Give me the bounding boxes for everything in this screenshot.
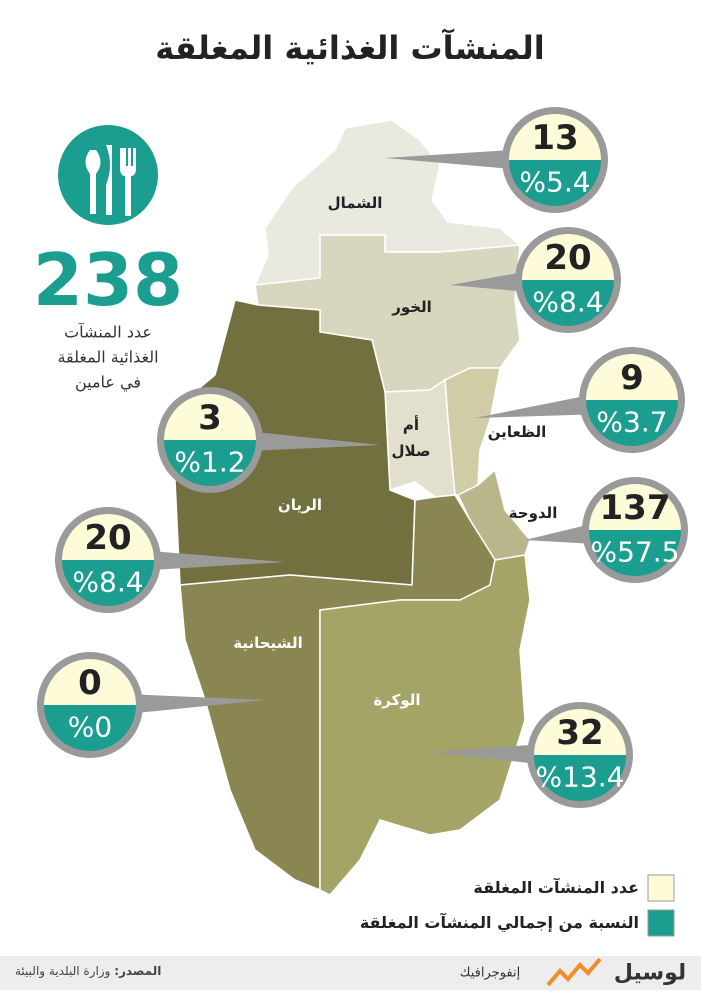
count: 20	[84, 518, 132, 558]
count: 20	[544, 238, 592, 278]
bubble-top	[164, 394, 256, 440]
bubble-bottom	[62, 560, 154, 606]
bubble-top	[509, 114, 601, 160]
brand: لوسيل	[613, 960, 687, 986]
percent: %3.7	[596, 405, 668, 439]
source-label: المصدر:	[114, 964, 162, 978]
count: 137	[599, 488, 671, 528]
region-label: الوكرة	[373, 691, 421, 709]
bubble-top	[586, 354, 678, 400]
bubble-bottom	[509, 160, 601, 206]
bubble-bottom	[589, 530, 681, 576]
bubble-top	[534, 709, 626, 755]
percent: %8.4	[532, 285, 604, 319]
percent: %8.4	[72, 565, 144, 599]
section: إنفوجرافيك	[459, 965, 521, 981]
bubble-bottom	[586, 400, 678, 446]
bubble-bottom	[164, 440, 256, 486]
legend-swatch	[647, 874, 675, 902]
footer-bar	[0, 956, 701, 990]
legend-label: النسبة من إجمالي المنشآت المغلقة	[359, 913, 639, 932]
bubble-bottom	[522, 280, 614, 326]
icon	[58, 125, 158, 225]
pointer	[259, 432, 380, 451]
region-label: أم صلال	[391, 416, 431, 460]
count: 13	[531, 118, 579, 158]
pointer	[157, 551, 285, 570]
legend-swatch	[647, 909, 675, 937]
region-label: الشيحانية	[233, 634, 303, 652]
pointer	[475, 396, 584, 418]
total-caption: في عامين	[74, 372, 142, 392]
bubble-top	[62, 514, 154, 560]
percent: %5.4	[519, 165, 591, 199]
title: المنشآت الغذائية المغلقة	[155, 29, 545, 67]
pointer	[525, 525, 587, 544]
bubble-bottom	[44, 705, 136, 751]
percent: %0	[67, 710, 113, 744]
pointer	[450, 273, 519, 292]
legend-label: عدد المنشآت المغلقة	[473, 878, 639, 897]
percent: %57.5	[590, 535, 680, 569]
bubble-top	[589, 484, 681, 530]
pointer	[139, 694, 265, 713]
region-label: الدوحة	[508, 504, 558, 522]
bubble-top	[522, 234, 614, 280]
percent: %1.2	[174, 445, 246, 479]
bubble-top	[44, 659, 136, 705]
region-label: الظعاين	[487, 423, 547, 441]
percent: %13.4	[535, 760, 625, 794]
region-label: الريان	[277, 496, 323, 514]
count: 0	[78, 663, 102, 703]
count: 9	[620, 358, 644, 398]
region	[319, 554, 531, 896]
bubble-bottom	[534, 755, 626, 801]
count: 32	[556, 713, 604, 753]
region-label: الشمال	[327, 194, 383, 212]
region-label: الخور	[392, 298, 432, 316]
total-caption: عدد المنشآت	[64, 322, 152, 342]
pointer	[430, 745, 531, 763]
count: 3	[198, 398, 222, 438]
pointer	[385, 150, 506, 169]
logo-mark	[546, 957, 602, 987]
total-caption: الغذائية المغلقة	[57, 347, 159, 367]
total: 238	[32, 238, 184, 322]
source: وزارة البلدية والبيئة	[15, 964, 111, 978]
